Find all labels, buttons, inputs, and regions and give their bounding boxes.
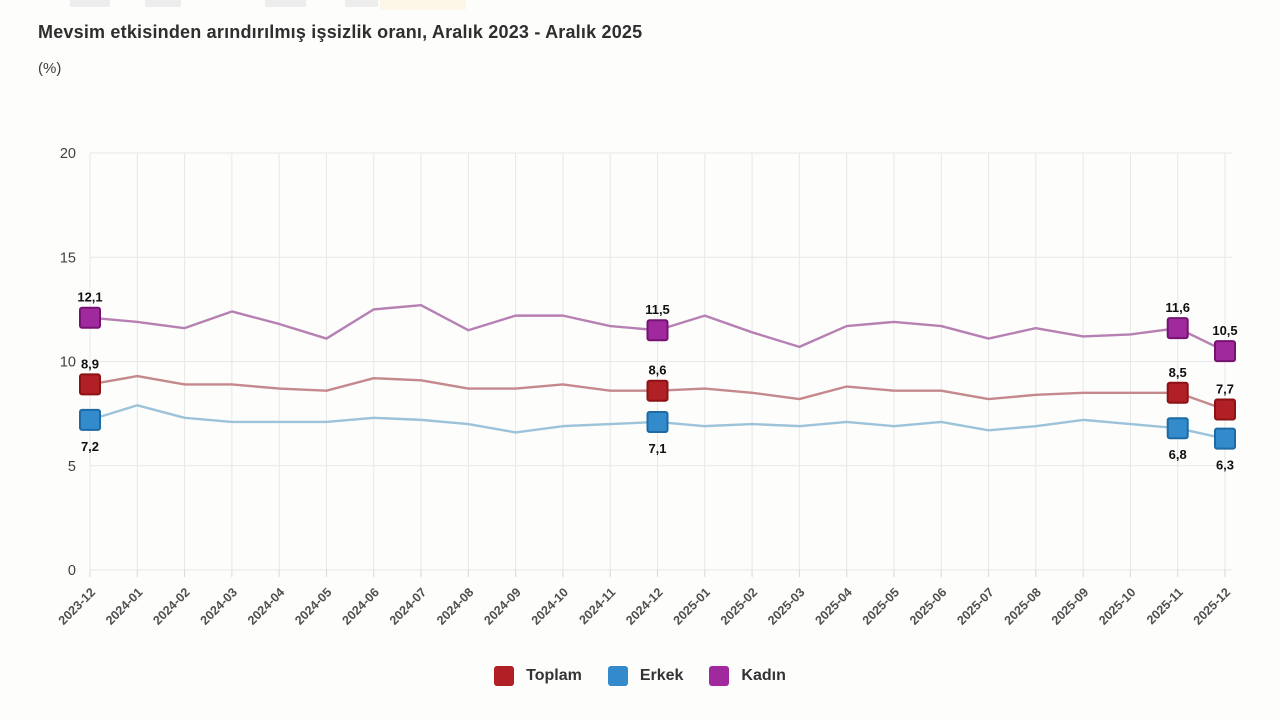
y-axis-label: 0 bbox=[68, 563, 76, 579]
x-axis-label: 2024-06 bbox=[340, 585, 382, 627]
marker-erkek-2025-12[interactable] bbox=[1214, 427, 1236, 450]
marker-toplam-2025-12[interactable] bbox=[1214, 398, 1236, 421]
x-axis-label: 2025-02 bbox=[718, 585, 760, 627]
x-axis-label: 2024-01 bbox=[103, 585, 145, 627]
legend-label-toplam: Toplam bbox=[526, 667, 582, 684]
x-axis-label: 2025-07 bbox=[954, 585, 996, 627]
legend-item-erkek[interactable]: Erkek bbox=[607, 666, 684, 686]
marker-kadin-2023-12[interactable] bbox=[79, 306, 101, 329]
cropped-ui-fragment bbox=[380, 0, 466, 10]
x-axis-label: 2024-05 bbox=[292, 585, 334, 627]
x-axis-label: 2025-08 bbox=[1002, 585, 1044, 627]
legend-label-kadin: Kadın bbox=[741, 667, 786, 684]
y-axis-label: 5 bbox=[68, 459, 76, 475]
data-label-erkek-2024-12: 7,1 bbox=[648, 441, 666, 456]
legend-swatch-erkek bbox=[607, 666, 628, 686]
data-label-toplam-2025-12: 7,7 bbox=[1216, 381, 1234, 396]
legend-item-kadin[interactable]: Kadın bbox=[709, 666, 786, 686]
data-label-toplam-2023-12: 8,9 bbox=[81, 356, 99, 371]
x-axis-label: 2025-12 bbox=[1191, 585, 1233, 627]
marker-toplam-2025-11[interactable] bbox=[1166, 381, 1189, 404]
legend-label-erkek: Erkek bbox=[639, 667, 684, 684]
x-axis-label: 2024-07 bbox=[387, 585, 429, 627]
y-axis-label: 10 bbox=[60, 355, 76, 371]
y-axis-label: 15 bbox=[60, 250, 76, 266]
data-label-kadin-2025-12: 10,5 bbox=[1212, 323, 1237, 338]
y-axis-label: 20 bbox=[60, 146, 76, 162]
x-axis-label: 2024-03 bbox=[198, 585, 240, 627]
x-axis-label: 2025-04 bbox=[812, 585, 854, 627]
x-axis-label: 2025-03 bbox=[765, 585, 807, 627]
data-label-kadin-2025-11: 11,6 bbox=[1165, 300, 1190, 315]
legend-swatch-toplam bbox=[494, 666, 515, 686]
legend-swatch-kadin bbox=[709, 666, 730, 686]
x-axis-label: 2024-12 bbox=[623, 585, 665, 627]
data-label-toplam-2024-12: 8,6 bbox=[648, 363, 666, 378]
cropped-ui-fragment bbox=[265, 0, 306, 7]
x-axis-label: 2024-11 bbox=[576, 585, 618, 627]
cropped-ui-fragment bbox=[145, 0, 181, 7]
x-axis-label: 2025-01 bbox=[671, 585, 713, 627]
x-axis-label: 2025-11 bbox=[1144, 585, 1186, 627]
x-axis-label: 2024-08 bbox=[434, 585, 476, 627]
chart-title: Mevsim etkisinden arındırılmış işsizlik … bbox=[38, 22, 643, 42]
marker-kadin-2025-12[interactable] bbox=[1214, 340, 1236, 363]
data-label-erkek-2025-12: 6,3 bbox=[1216, 458, 1234, 473]
marker-erkek-2023-12[interactable] bbox=[79, 408, 101, 431]
data-label-kadin-2023-12: 12,1 bbox=[77, 290, 102, 305]
x-axis-label: 2023-12 bbox=[56, 585, 98, 627]
marker-kadin-2025-11[interactable] bbox=[1166, 317, 1189, 340]
data-label-toplam-2025-11: 8,5 bbox=[1169, 365, 1187, 380]
chart-subtitle: (%) bbox=[38, 60, 62, 77]
x-axis-label: 2024-02 bbox=[150, 585, 192, 627]
x-axis-label: 2025-09 bbox=[1049, 585, 1091, 627]
legend-item-toplam[interactable]: Toplam bbox=[494, 666, 582, 686]
cropped-ui-fragment bbox=[345, 0, 378, 7]
marker-kadin-2024-12[interactable] bbox=[646, 319, 669, 342]
marker-toplam-2023-12[interactable] bbox=[79, 373, 101, 396]
cropped-toolbar-remnant bbox=[0, 0, 1280, 12]
marker-toplam-2024-12[interactable] bbox=[646, 379, 669, 402]
data-label-kadin-2024-12: 11,5 bbox=[645, 302, 670, 317]
chart-legend: Toplam Erkek Kadın bbox=[0, 666, 1280, 686]
x-axis-label: 2025-05 bbox=[860, 585, 902, 627]
x-axis-label: 2025-06 bbox=[907, 585, 949, 627]
marker-erkek-2024-12[interactable] bbox=[646, 410, 669, 433]
x-axis-label: 2024-04 bbox=[245, 585, 287, 627]
cropped-ui-fragment bbox=[70, 0, 110, 7]
x-axis-label: 2025-10 bbox=[1096, 585, 1138, 627]
data-label-erkek-2023-12: 7,2 bbox=[81, 439, 99, 454]
gridlines bbox=[89, 152, 1232, 577]
data-label-erkek-2025-11: 6,8 bbox=[1169, 447, 1187, 462]
x-axis-label: 2024-09 bbox=[481, 585, 523, 627]
x-axis-label: 2024-10 bbox=[529, 585, 571, 627]
marker-erkek-2025-11[interactable] bbox=[1166, 417, 1189, 440]
